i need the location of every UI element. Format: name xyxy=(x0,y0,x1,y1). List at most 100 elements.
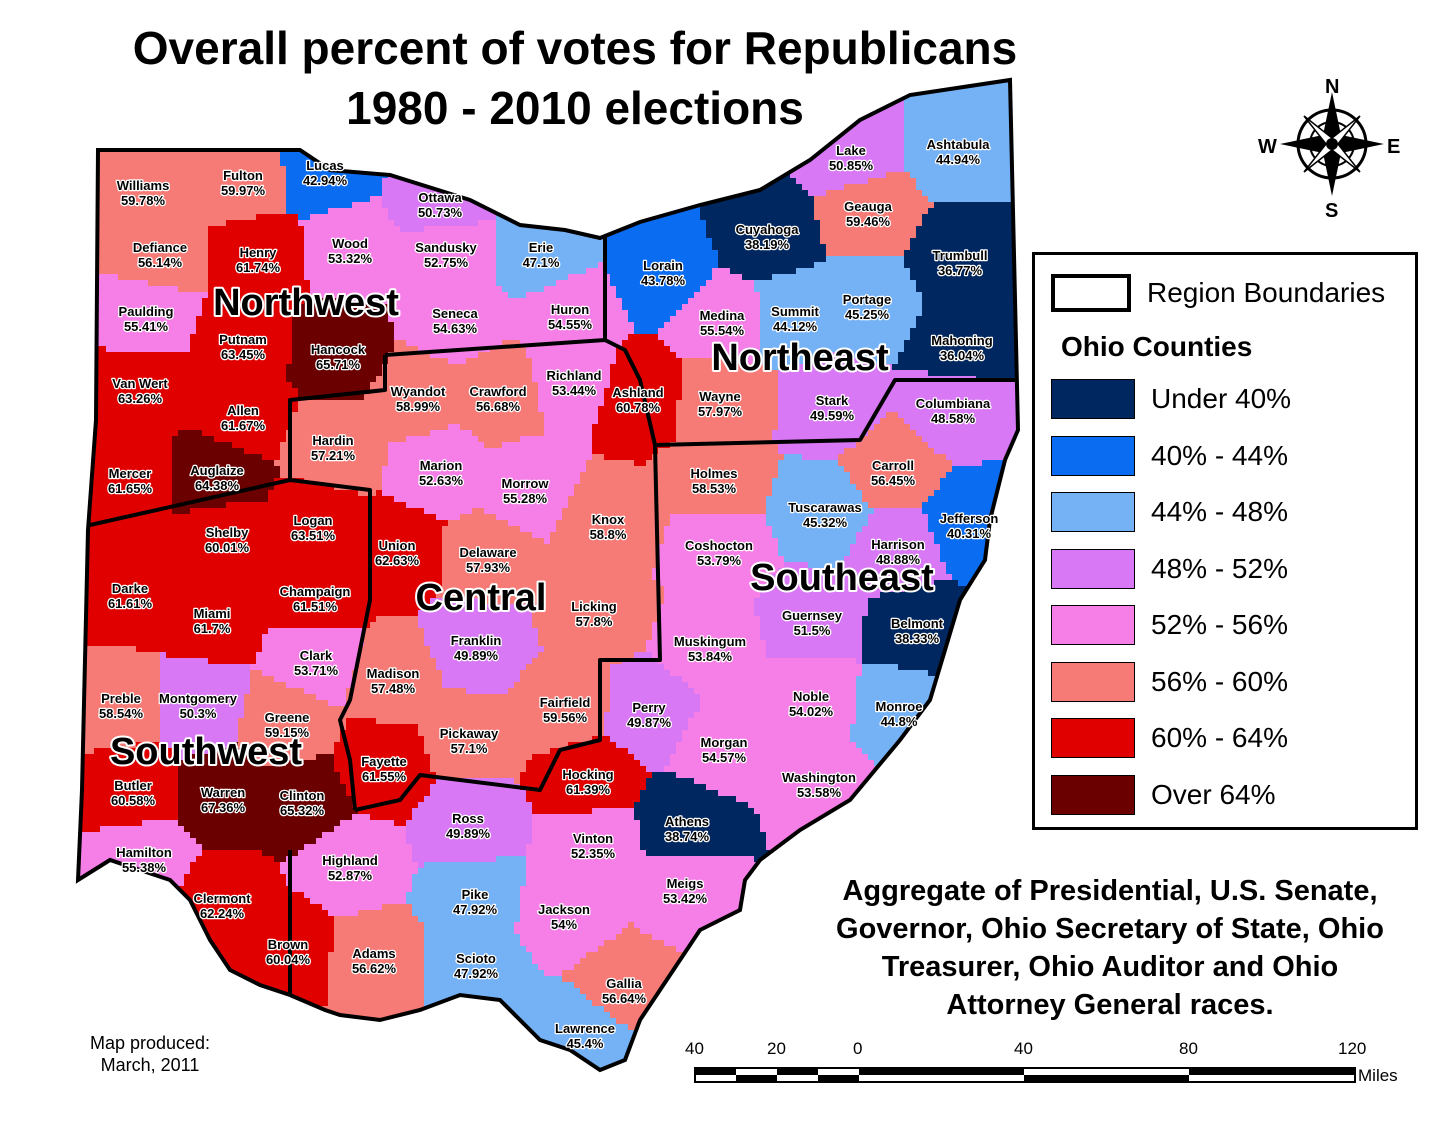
county-fill-ashtabula xyxy=(916,112,923,119)
county-fill-lake xyxy=(808,118,815,125)
county-fill-erie xyxy=(574,94,581,101)
county-fill-erie xyxy=(586,178,593,185)
county-fill-henry xyxy=(238,232,245,239)
county-fill-lake xyxy=(820,100,827,107)
county-fill-fulton xyxy=(256,130,263,137)
county-fill-geauga xyxy=(814,196,821,203)
county-fill-erie xyxy=(556,100,563,107)
county-fill-lake xyxy=(808,148,815,155)
county-fill-lorain xyxy=(688,220,695,227)
county-fill-williams xyxy=(130,80,137,83)
county-fill-erie xyxy=(556,208,563,215)
county-fill-fulton xyxy=(214,82,221,89)
county-fill-erie xyxy=(532,160,539,167)
county-fill-ashtabula xyxy=(928,136,935,143)
county-fill-cuyahoga xyxy=(694,196,701,203)
county-fill-williams xyxy=(178,190,185,197)
county-fill-fulton xyxy=(226,202,233,209)
county-fill-lake xyxy=(868,130,875,137)
county-fill-lorain xyxy=(640,148,647,155)
county-fill-lake xyxy=(790,154,797,161)
county-fill-ashtabula xyxy=(976,184,983,191)
county-fill-fulton xyxy=(226,124,233,131)
county-fill-lucas xyxy=(352,106,359,113)
county-fill-lake xyxy=(844,178,851,185)
county-fill-lucas xyxy=(412,70,419,77)
county-fill-williams xyxy=(112,88,119,95)
county-fill-geauga xyxy=(868,190,875,197)
county-fill-lorain xyxy=(652,106,659,113)
county-fill-henry xyxy=(208,250,215,257)
county-fill-lorain xyxy=(634,196,641,203)
county-fill-geauga xyxy=(820,214,827,221)
county-fill-ottawa xyxy=(442,166,449,173)
county-fill-ottawa xyxy=(484,112,491,119)
county-fill-lucas xyxy=(334,148,341,155)
county-fill-lake xyxy=(766,70,773,77)
county-fill-williams xyxy=(172,112,179,119)
county-fill-cuyahoga xyxy=(676,148,683,155)
county-fill-williams xyxy=(78,160,83,167)
county-fill-lorain xyxy=(652,148,659,155)
county-fill-ashtabula xyxy=(946,190,953,197)
county-fill-ottawa xyxy=(496,130,503,137)
county-fill-lake xyxy=(844,148,851,155)
county-fill-ashtabula xyxy=(934,172,941,179)
county-fill-ottawa xyxy=(478,196,485,203)
county-fill-fulton xyxy=(196,136,203,143)
county-fill-wood xyxy=(394,244,401,251)
county-fill-lorain xyxy=(616,238,623,245)
county-fill-williams xyxy=(118,142,125,149)
county-fill-defiance xyxy=(78,238,83,245)
county-fill-lake xyxy=(892,160,899,167)
county-fill-ottawa xyxy=(532,142,539,149)
county-fill-erie xyxy=(598,136,605,143)
county-fill-williams xyxy=(148,106,155,113)
county-fill-fulton xyxy=(190,82,197,89)
county-fill-williams xyxy=(166,94,173,101)
county-fill-ashtabula xyxy=(910,82,917,89)
county-fill-lucas xyxy=(406,82,413,89)
county-fill-ashtabula xyxy=(946,100,953,107)
county-fill-erie xyxy=(556,238,563,245)
county-fill-defiance xyxy=(190,244,197,251)
county-fill-lake xyxy=(826,160,833,167)
county-fill-fulton xyxy=(268,130,275,137)
county-fill-ottawa xyxy=(448,112,455,119)
county-fill-ottawa xyxy=(538,112,545,119)
county-fill-lake xyxy=(802,82,809,89)
county-fill-defiance xyxy=(136,226,143,233)
county-fill-lucas xyxy=(376,154,383,161)
county-fill-lake xyxy=(748,70,755,77)
county-fill-lucas xyxy=(292,184,299,191)
county-fill-lucas xyxy=(406,94,413,101)
county-fill-williams xyxy=(160,88,167,95)
county-fill-lake xyxy=(760,80,767,83)
county-fill-lake xyxy=(850,172,857,179)
county-fill-lucas xyxy=(376,160,383,167)
county-fill-ashtabula xyxy=(904,160,911,167)
county-fill-wood xyxy=(382,238,389,245)
county-fill-fulton xyxy=(268,100,275,107)
county-fill-lake xyxy=(802,70,809,77)
county-fill-henry xyxy=(274,226,281,233)
county-fill-lake xyxy=(712,70,719,77)
county-fill-cuyahoga xyxy=(796,214,803,221)
county-fill-lucas xyxy=(280,112,287,119)
county-fill-ashtabula xyxy=(976,166,983,173)
county-fill-lucas xyxy=(322,70,329,77)
county-fill-fulton xyxy=(190,172,197,179)
county-fill-ottawa xyxy=(454,82,461,89)
county-fill-ottawa xyxy=(460,202,467,209)
county-fill-lucas xyxy=(298,94,305,101)
county-fill-lorain xyxy=(664,196,671,203)
county-fill-lake xyxy=(778,112,785,119)
county-fill-ashtabula xyxy=(916,172,923,179)
county-fill-ottawa xyxy=(496,178,503,185)
county-fill-williams xyxy=(106,202,113,209)
county-fill-lorain xyxy=(640,70,647,77)
county-fill-ottawa xyxy=(412,214,419,221)
county-fill-trumbull xyxy=(970,214,977,221)
county-fill-ashtabula xyxy=(1018,112,1025,119)
county-fill-fulton xyxy=(262,100,269,107)
